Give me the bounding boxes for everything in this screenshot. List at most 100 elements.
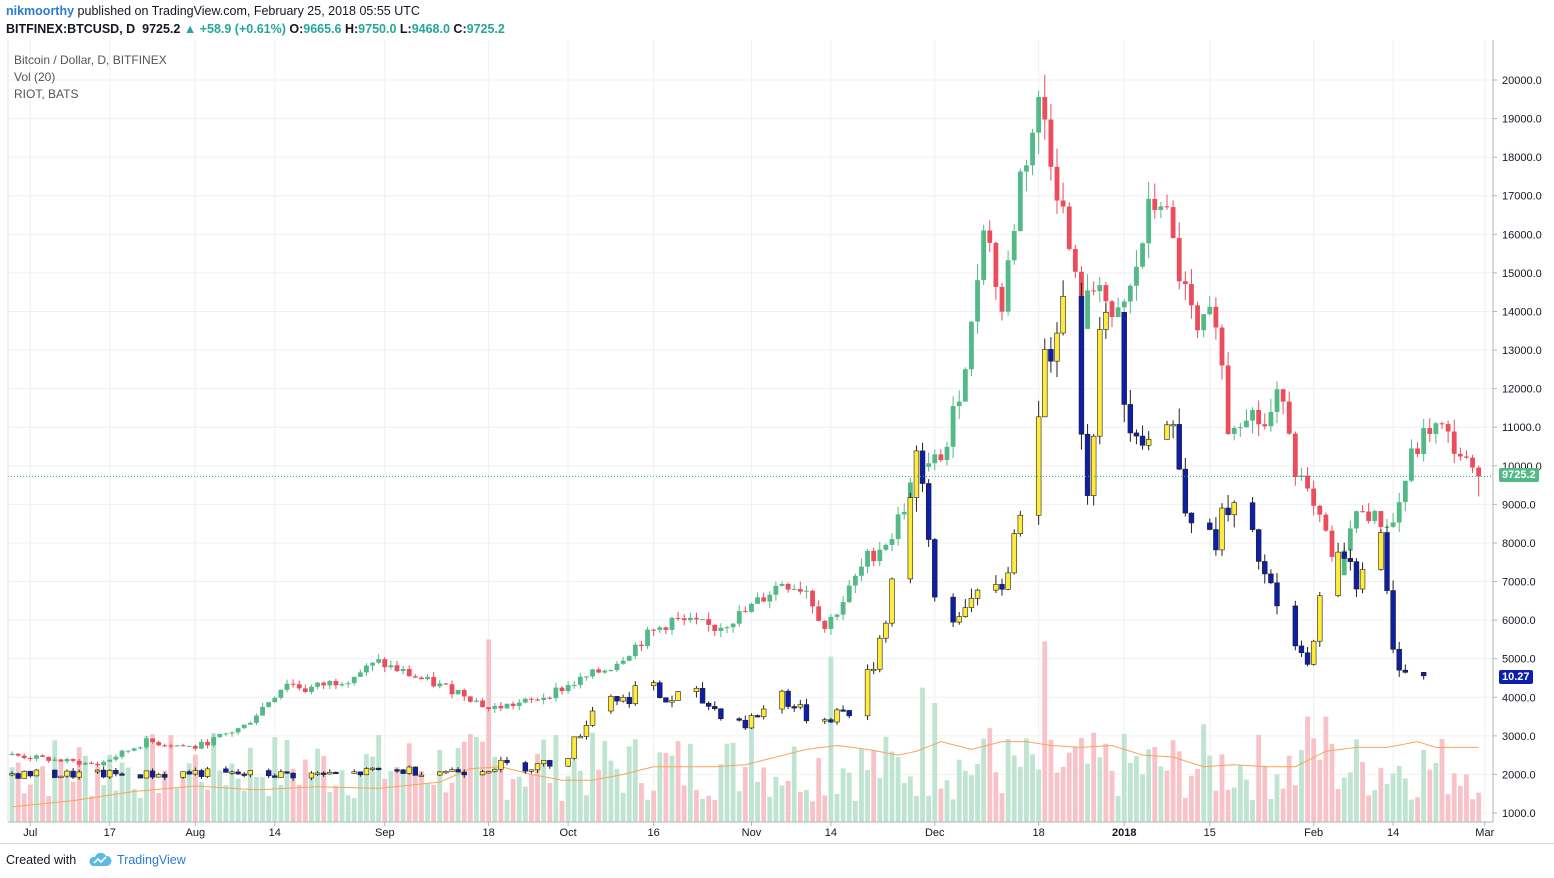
btc-candle-body (1219, 327, 1225, 366)
riot-candle-body (663, 697, 669, 703)
legend-main[interactable]: Bitcoin / Dollar, D, BITFINEX (14, 53, 167, 67)
volume-bar (1207, 755, 1213, 822)
y-tick-label: 18000.0 (1502, 152, 1542, 164)
volume-bar (1134, 756, 1139, 822)
volume-bar (125, 767, 131, 822)
btc-candle-body (522, 698, 528, 703)
volume-bar (388, 770, 394, 822)
btc-candle-body (205, 741, 210, 746)
author-name[interactable]: nikmoorthy (6, 4, 75, 18)
legend-overlay[interactable]: RIOT, BATS (14, 87, 79, 101)
riot-candle-body (822, 719, 828, 722)
volume-bar (975, 763, 980, 822)
up-triangle-icon: ▲ (183, 22, 197, 36)
btc-candle-body (1134, 266, 1139, 286)
volume-bar (1464, 774, 1469, 822)
plot-area (8, 40, 1493, 822)
riot-candle-body (1292, 605, 1299, 647)
volume-bar (1109, 770, 1115, 822)
btc-candle-body (82, 762, 88, 765)
x-tick-label: Mar (1475, 827, 1494, 839)
volume-bar (1176, 751, 1182, 822)
volume-bar (1054, 772, 1060, 822)
x-tick-label: 18 (483, 827, 495, 839)
volume-bar (749, 716, 754, 822)
volume-bar (944, 780, 950, 822)
legend-volume[interactable]: Vol (20) (14, 70, 56, 84)
btc-candle-body (999, 286, 1005, 312)
volume-bar (694, 789, 699, 822)
btc-candle-body (1030, 132, 1035, 166)
btc-candle-body (168, 745, 174, 747)
volume-bar (180, 772, 186, 822)
btc-candle-body (1268, 411, 1274, 427)
volume-bar (871, 750, 877, 822)
volume-bar (712, 799, 718, 822)
btc-candle-body (1152, 198, 1158, 210)
volume-bar (137, 797, 143, 822)
volume-bar (755, 782, 760, 822)
y-tick-label: 9000.0 (1502, 499, 1536, 511)
volume-bar (461, 741, 467, 822)
volume-bar (107, 754, 113, 822)
riot-candle-body (94, 769, 101, 773)
x-tick-label: Sep (375, 827, 395, 839)
btc-candle-body (1360, 511, 1365, 513)
btc-candle-body (797, 589, 803, 592)
volume-bar (229, 763, 235, 822)
y-tick-label: 2000.0 (1502, 769, 1536, 781)
riot-candle-body (1084, 433, 1091, 496)
volume-bar (223, 785, 229, 822)
volume-bar (370, 756, 375, 822)
volume-bar (681, 785, 687, 822)
riot-candle-body (1274, 582, 1280, 607)
riot-candle-body (1164, 424, 1170, 440)
btc-candle-body (1005, 260, 1011, 312)
riot-candle-body (498, 759, 504, 770)
volume-bar (895, 757, 901, 822)
btc-candle-body (981, 230, 987, 281)
riot-candle-body (1213, 529, 1219, 551)
btc-last-price-tag: 9725.2 (1499, 468, 1539, 483)
volume-bar (993, 772, 999, 822)
btc-candle-body (217, 733, 223, 738)
y-tick-label: 15000.0 (1502, 268, 1542, 280)
volume-bar (339, 770, 345, 822)
btc-candle-body (761, 597, 767, 602)
volume-bar (131, 789, 137, 822)
tradingview-brand[interactable]: TradingView (117, 853, 186, 867)
riot-candle-body (1335, 551, 1341, 597)
volume-bar (1372, 790, 1378, 822)
btc-candle-body (681, 618, 687, 621)
btc-candle-body (1415, 448, 1420, 455)
volume-bar (1396, 766, 1402, 822)
volume-bar (779, 785, 785, 822)
riot-candle-body (925, 483, 932, 540)
btc-candle-body (345, 683, 351, 685)
riot-candle-body (100, 769, 107, 778)
riot-candle-body (608, 696, 614, 712)
btc-candle-body (101, 761, 107, 766)
volume-bar (626, 746, 632, 822)
btc-candle-body (871, 550, 877, 562)
riot-candle-body (27, 770, 34, 777)
volume-bar (1439, 738, 1445, 822)
riot-candle-body (455, 769, 461, 773)
btc-candle-body (15, 753, 21, 756)
volume-bar (1121, 733, 1127, 822)
riot-candle-body (950, 596, 956, 623)
price-chart[interactable]: 20000.0 19000.0 18000.0 17000.0 16000.0 15000… (0, 40, 1554, 843)
btc-candle-body (58, 759, 64, 762)
tradingview-cloud-icon[interactable] (88, 852, 112, 873)
riot-candle-body (907, 497, 914, 580)
riot-candle-body (235, 771, 241, 775)
volume-bar (394, 766, 400, 822)
btc-candle-body (260, 706, 265, 716)
btc-candle-body (632, 644, 638, 657)
btc-candle-body (969, 321, 974, 370)
btc-candle-body (309, 686, 314, 692)
x-tick-label: Jul (23, 827, 37, 839)
btc-candle-body (956, 401, 962, 407)
riot-candle-body (1103, 311, 1109, 330)
btc-candle-body (1292, 433, 1298, 477)
